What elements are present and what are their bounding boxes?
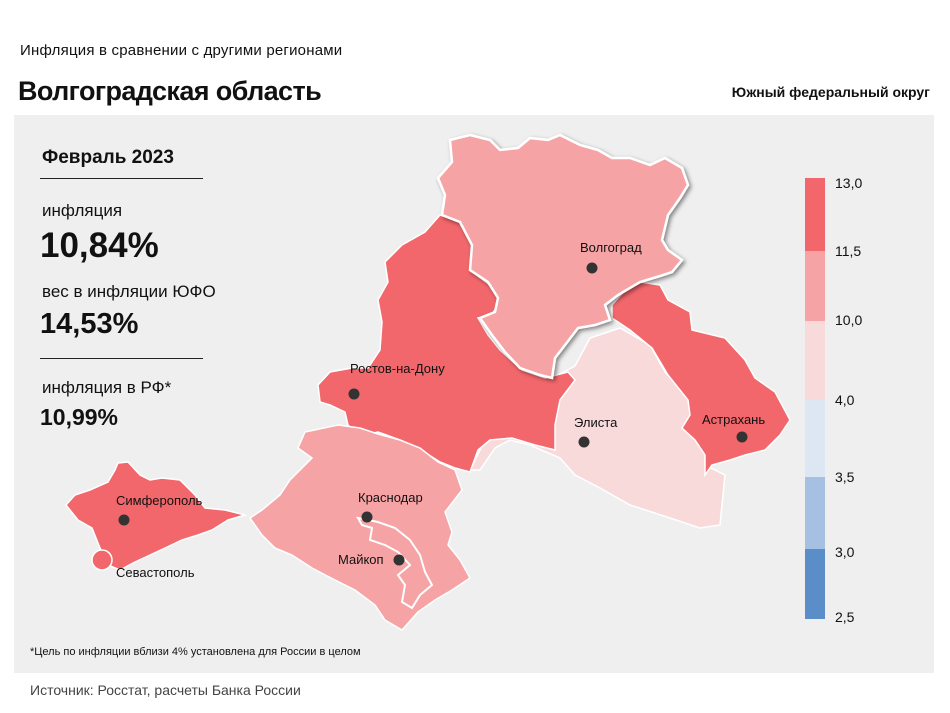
city-label-elista: Элиста	[574, 415, 618, 430]
divider	[40, 178, 203, 179]
scale-tick: 10,0	[835, 312, 862, 328]
district-label: Южный федеральный округ	[731, 84, 930, 100]
page-title: Волгоградская область	[18, 76, 322, 106]
city-marker-sevastopol	[91, 549, 113, 571]
scale-tick: 4,0	[835, 392, 855, 408]
subtitle: Инфляция в сравнении с другими регионами	[20, 42, 343, 59]
city-marker-simferopol	[118, 514, 130, 526]
weight-value: 14,53%	[40, 308, 139, 340]
scale-tick: 13,0	[835, 175, 862, 191]
city-label-sevastopol: Севастополь	[116, 565, 195, 580]
city-marker-krasnodar	[361, 511, 373, 523]
scale-band	[805, 477, 825, 549]
city-label-maykop: Майкоп	[338, 552, 384, 567]
city-label-volgograd: Волгоград	[580, 240, 642, 255]
rf-inflation-label: инфляция в РФ*	[42, 378, 172, 397]
region-astrakhan	[611, 281, 791, 478]
city-marker-rostov	[348, 388, 360, 400]
city-label-krasnodar: Краснодар	[358, 490, 423, 505]
scale-tick: 3,0	[835, 544, 855, 560]
rf-inflation-value: 10,99%	[40, 404, 119, 430]
color-scale: 13,0 11,5 10,0 4,0 3,5 3,0 2,5	[805, 175, 862, 625]
city-label-astrakhan: Астрахань	[702, 412, 765, 427]
scale-tick: 3,5	[835, 469, 855, 485]
divider	[40, 358, 203, 359]
weight-label: вес в инфляции ЮФО	[42, 282, 216, 301]
inflation-value: 10,84%	[40, 226, 159, 265]
region-volgograd	[436, 133, 690, 380]
scale-tick: 2,5	[835, 609, 855, 625]
region-rostov	[317, 214, 576, 473]
inflation-label: инфляция	[42, 201, 123, 220]
scale-tick: 11,5	[835, 243, 861, 259]
city-label-simferopol: Симферополь	[116, 493, 203, 508]
region-maykop	[356, 516, 434, 610]
footnote: *Цель по инфляции вблизи 4% установлена …	[30, 646, 361, 658]
scale-band	[805, 178, 825, 251]
scale-band	[805, 400, 825, 477]
scale-band	[805, 321, 825, 400]
city-marker-elista	[578, 436, 590, 448]
period-label: Февраль 2023	[42, 147, 174, 168]
city-marker-maykop	[393, 554, 405, 566]
city-marker-astrakhan	[736, 431, 748, 443]
city-label-rostov: Ростов-на-Дону	[350, 361, 445, 376]
region-crimea	[65, 461, 248, 571]
scale-band	[805, 251, 825, 321]
city-marker-volgograd	[586, 262, 598, 274]
scale-band	[805, 549, 825, 619]
source-note: Источник: Росстат, расчеты Банка России	[30, 682, 301, 698]
